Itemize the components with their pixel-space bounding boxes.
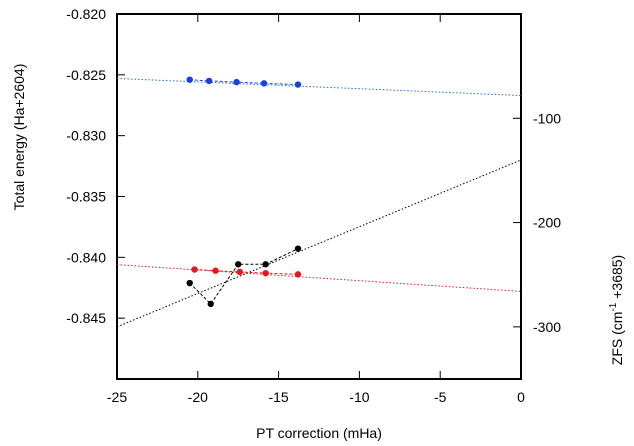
- x-axis-label: PT correction (mHa): [256, 425, 382, 441]
- x-tick-label: -5: [434, 389, 447, 405]
- data-point: [186, 76, 193, 83]
- y-left-tick-label: -0.845: [66, 310, 106, 326]
- data-point: [294, 271, 302, 278]
- data-point: [294, 245, 302, 252]
- x-tick-label: -20: [188, 389, 208, 405]
- y-axis-right-label-sup: -1: [608, 302, 619, 311]
- data-point: [186, 279, 193, 287]
- x-tick-label: -25: [107, 389, 127, 405]
- y-left-tick-label: -0.840: [66, 249, 106, 265]
- tick-labels: -25 -20 -15 -10 -5 0 -0.820 -0.825 -0.830 -0.835 -…: [66, 6, 561, 405]
- data-point: [262, 269, 269, 277]
- y-right-tick-label: -100: [533, 110, 561, 126]
- y-right-tick-label: -300: [533, 319, 561, 335]
- fit-lines: [116, 77, 522, 328]
- plot-frame: [116, 13, 522, 380]
- y-axis-right-label: ZFS (cm-1 +3685): [608, 255, 625, 365]
- fit-line: [116, 159, 522, 328]
- data-points: [186, 76, 302, 308]
- y-right-tick-label: -200: [533, 215, 561, 231]
- y-axis-right-label-main: ZFS (cm: [609, 312, 625, 366]
- data-point: [233, 78, 240, 86]
- data-point: [212, 267, 219, 274]
- data-point: [294, 81, 302, 88]
- fit-line: [116, 264, 522, 292]
- ticks: [116, 13, 522, 379]
- x-tick-label: -15: [268, 389, 288, 405]
- data-point: [236, 268, 244, 276]
- data-point: [262, 261, 269, 268]
- data-point: [235, 261, 242, 268]
- y-left-tick-label: -0.830: [66, 128, 106, 144]
- x-tick-label: -10: [349, 389, 369, 405]
- y-axis-right-label-rest: +3685): [609, 255, 625, 303]
- y-left-tick-label: -0.825: [66, 67, 106, 83]
- fit-line: [116, 77, 522, 97]
- data-point: [191, 266, 198, 273]
- y-left-tick-label: -0.835: [66, 189, 106, 205]
- series-connector: [189, 248, 299, 305]
- y-left-tick-label: -0.820: [66, 6, 106, 22]
- data-point: [207, 300, 214, 308]
- data-point: [260, 80, 268, 87]
- x-tick-label: 0: [517, 389, 525, 405]
- y-axis-left-label: Total energy (Ha+2604): [11, 64, 27, 211]
- data-point: [205, 77, 213, 85]
